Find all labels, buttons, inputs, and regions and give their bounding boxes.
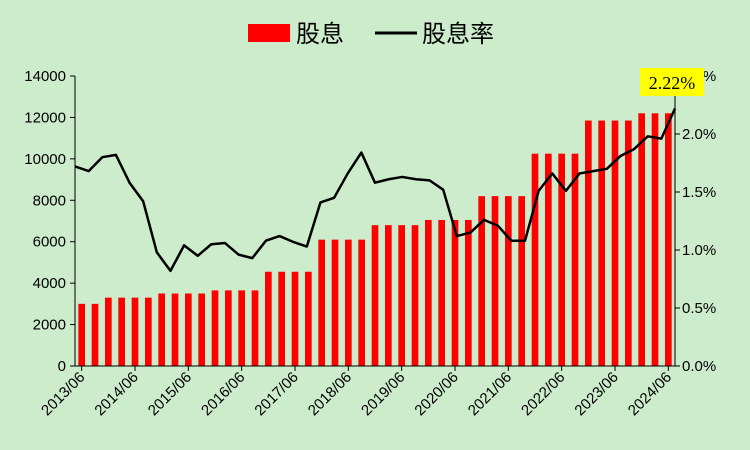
dividend-yield-line [74, 107, 677, 273]
bar [225, 290, 232, 366]
legend: 股息 股息率 [248, 20, 494, 48]
bar [251, 290, 259, 366]
left-tick-label: 12000 [24, 109, 66, 126]
x-tick-label: 2015/06 [145, 369, 195, 419]
bar [345, 239, 352, 366]
bar [198, 293, 205, 366]
right-tick-label: 1.5% [682, 184, 716, 201]
bar [91, 303, 99, 366]
right-tick-label: 2.0% [682, 126, 716, 143]
bar [505, 196, 512, 366]
left-tick-label: 14000 [24, 68, 66, 85]
legend-line-label: 股息率 [422, 20, 494, 48]
bar [571, 153, 579, 366]
bar [158, 293, 165, 366]
legend-bar-swatch [248, 24, 290, 42]
annotation-text: 2.22% [649, 73, 696, 93]
x-tick-label: 2018/06 [305, 369, 355, 419]
bar [291, 271, 299, 366]
right-tick-label: 0.0% [682, 358, 716, 375]
x-tick-label: 2024/06 [625, 369, 675, 419]
bar [265, 271, 272, 366]
last-value-annotation: 2.22% [640, 68, 704, 96]
bar [105, 297, 112, 366]
bar [211, 290, 219, 366]
right-tick-label: 1.0% [682, 242, 716, 259]
bar [585, 120, 592, 366]
bar [518, 196, 525, 366]
bar [638, 113, 645, 366]
bar-series [78, 113, 672, 366]
bar [131, 297, 139, 366]
bar [451, 219, 459, 366]
bar [491, 196, 499, 366]
bar [651, 113, 659, 366]
bar [545, 153, 552, 366]
x-tick-label: 2019/06 [358, 369, 408, 419]
bar [598, 120, 605, 366]
legend-bar-label: 股息 [296, 20, 344, 48]
bar [385, 225, 392, 366]
bar [425, 219, 432, 366]
bar [411, 225, 419, 366]
bar [465, 219, 472, 366]
annotation-background [640, 68, 704, 96]
left-tick-label: 2000 [33, 317, 66, 334]
right-tick-label: 0.5% [682, 300, 716, 317]
bar [438, 219, 445, 366]
left-tick-label: 6000 [33, 234, 66, 251]
x-tick-label: 2014/06 [91, 369, 141, 419]
bar [171, 293, 179, 366]
left-tick-label: 4000 [33, 275, 66, 292]
x-axis-labels: 2013/06 2014/06 2015/06 2016/06 2017/06 2018/… [38, 366, 675, 419]
x-tick-label: 2017/06 [251, 369, 301, 419]
x-tick-label: 2022/06 [518, 369, 568, 419]
right-axis-ticks: 0.0%0.5%1.0%1.5%2.0%2.5% [675, 68, 716, 375]
x-tick-label: 2016/06 [198, 369, 248, 419]
left-tick-label: 8000 [33, 192, 66, 209]
bar [78, 303, 85, 366]
left-tick-label: 0 [58, 358, 66, 375]
x-tick-label: 2013/06 [38, 369, 88, 419]
bar [611, 120, 619, 366]
bar [665, 113, 672, 366]
bar [478, 196, 485, 366]
bar [558, 153, 565, 366]
bar [238, 290, 245, 366]
bar [278, 271, 285, 366]
bar [398, 225, 405, 366]
bar [371, 225, 379, 366]
left-tick-label: 10000 [24, 151, 66, 168]
axes [74, 76, 676, 367]
bar [185, 293, 192, 366]
bar [358, 239, 365, 366]
x-tick-label: 2020/06 [411, 369, 461, 419]
bar [305, 271, 312, 366]
x-tick-label: 2021/06 [465, 369, 515, 419]
bar [145, 297, 152, 366]
left-axis-ticks: 0 2000 4000 6000 8000 10000 12000 14000 [24, 68, 75, 375]
bar [531, 153, 539, 366]
x-tick-label: 2023/06 [571, 369, 621, 419]
bar [318, 239, 325, 366]
bar [625, 120, 632, 366]
bar [331, 239, 339, 366]
line-series [74, 107, 677, 273]
bar [118, 297, 125, 366]
